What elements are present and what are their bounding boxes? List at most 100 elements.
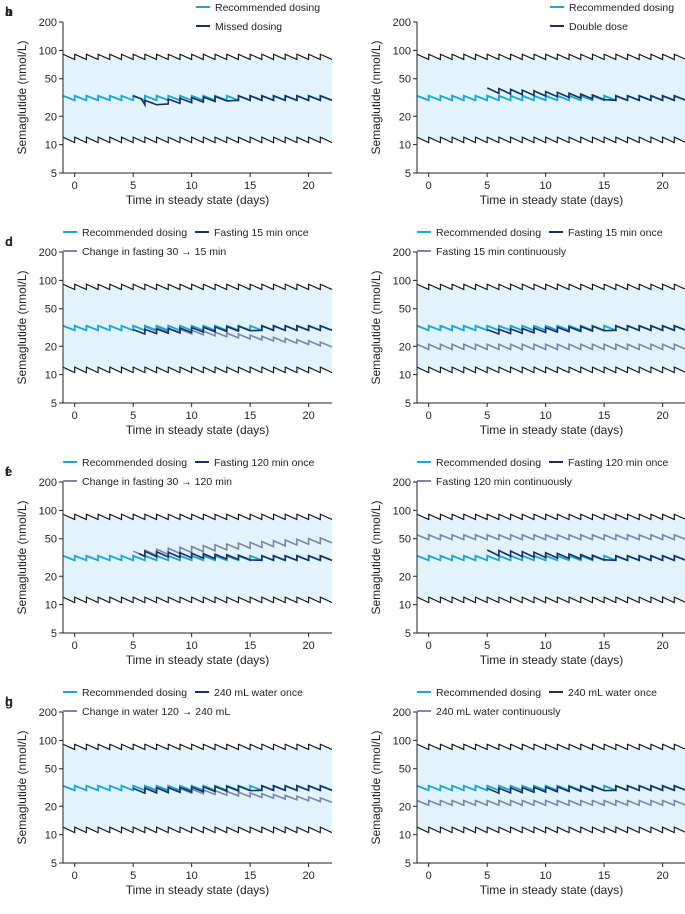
x-tick-label: 0 bbox=[426, 180, 432, 192]
lower-bound-line bbox=[417, 136, 685, 144]
legend-label: Fasting 15 min once bbox=[568, 227, 663, 239]
x-tick-label: 5 bbox=[130, 410, 136, 422]
y-tick-label: 100 bbox=[39, 275, 57, 287]
series-group bbox=[63, 743, 332, 834]
legend-label: Recommended dosing bbox=[436, 227, 541, 239]
x-tick-label: 15 bbox=[598, 410, 610, 422]
x-tick-label: 0 bbox=[72, 870, 78, 882]
y-tick-label: 200 bbox=[393, 247, 411, 259]
series-line-altDark bbox=[486, 549, 685, 562]
y-axis-title: Semaglutide (nmol/L) bbox=[369, 730, 383, 844]
y-tick-label: 5 bbox=[51, 858, 57, 870]
series-line-altDark bbox=[138, 550, 332, 562]
upper-bound-line bbox=[417, 53, 685, 61]
x-tick-label: 0 bbox=[72, 180, 78, 192]
x-axis-title: Time in steady state (days) bbox=[480, 423, 624, 437]
y-tick-label: 50 bbox=[399, 74, 411, 86]
legend-label: Recommended dosing bbox=[215, 2, 320, 14]
x-tick-label: 10 bbox=[186, 410, 198, 422]
legend: Recommended dosing Fasting 120 min once Ch… bbox=[63, 457, 315, 488]
y-tick-label: 10 bbox=[399, 600, 411, 612]
y-tick-label: 10 bbox=[399, 140, 411, 152]
legend-label: Recommended dosing bbox=[82, 457, 187, 469]
y-tick-label: 10 bbox=[45, 140, 57, 152]
legend: Recommended dosing Missed dosing bbox=[196, 2, 320, 33]
lower-bound-line bbox=[417, 826, 685, 834]
y-tick-label: 100 bbox=[393, 45, 411, 57]
y-axis-title: Semaglutide (nmol/L) bbox=[15, 500, 29, 614]
panel-letter: g bbox=[5, 694, 13, 709]
legend-label: Recommended dosing bbox=[82, 687, 187, 699]
legend-label: Change in fasting 30 → 15 min bbox=[82, 246, 226, 258]
y-tick-label: 200 bbox=[393, 477, 411, 489]
x-tick-label: 5 bbox=[484, 180, 490, 192]
y-tick-label: 50 bbox=[399, 304, 411, 316]
x-axis-title: Time in steady state (days) bbox=[126, 883, 270, 897]
series-line-altDark bbox=[132, 94, 332, 108]
y-tick-label: 200 bbox=[39, 247, 57, 259]
x-tick-label: 10 bbox=[186, 870, 198, 882]
y-tick-label: 20 bbox=[45, 801, 57, 813]
x-tick-label: 20 bbox=[302, 870, 314, 882]
x-tick-label: 15 bbox=[598, 870, 610, 882]
x-tick-label: 20 bbox=[656, 640, 668, 652]
y-tick-label: 100 bbox=[393, 505, 411, 517]
legend: Recommended dosing 240 mL water once Chang… bbox=[63, 687, 303, 718]
legend-label: Fasting 120 min once bbox=[214, 457, 315, 469]
lower-bound-line bbox=[63, 826, 332, 834]
panel-a: a 5 10 20 50 100 200 0 5 10 15 20 Time in steady sta… bbox=[5, 2, 332, 207]
x-tick-label: 15 bbox=[244, 180, 256, 192]
y-tick-label: 10 bbox=[399, 830, 411, 842]
x-tick-label: 15 bbox=[244, 410, 256, 422]
panel-letter: b bbox=[5, 4, 13, 19]
series-group bbox=[63, 53, 332, 144]
y-axis-title: Semaglutide (nmol/L) bbox=[369, 40, 383, 154]
series-line-altDark bbox=[486, 87, 685, 102]
upper-bound-line bbox=[417, 743, 685, 751]
panel-letter: c bbox=[5, 234, 12, 249]
series-group bbox=[417, 53, 685, 144]
x-tick-label: 20 bbox=[656, 870, 668, 882]
x-tick-label: 0 bbox=[72, 640, 78, 652]
upper-bound-line bbox=[63, 283, 332, 291]
series-line-altDark bbox=[486, 784, 685, 795]
x-tick-label: 20 bbox=[302, 180, 314, 192]
series-line-altLight bbox=[132, 536, 332, 558]
x-tick-label: 15 bbox=[244, 640, 256, 652]
y-tick-label: 20 bbox=[399, 341, 411, 353]
series-line-altLight bbox=[417, 799, 685, 807]
legend-label: Missed dosing bbox=[215, 21, 282, 33]
series-line-altDark bbox=[132, 784, 332, 795]
legend-label: Fasting 15 min once bbox=[214, 227, 309, 239]
y-tick-label: 100 bbox=[39, 735, 57, 747]
y-tick-label: 200 bbox=[393, 707, 411, 719]
panel-letter: f bbox=[5, 464, 10, 479]
y-tick-label: 100 bbox=[393, 735, 411, 747]
series-group bbox=[417, 283, 685, 374]
y-tick-label: 20 bbox=[45, 341, 57, 353]
x-axis-title: Time in steady state (days) bbox=[126, 653, 270, 667]
y-tick-label: 100 bbox=[393, 275, 411, 287]
y-tick-label: 20 bbox=[399, 801, 411, 813]
y-tick-label: 100 bbox=[39, 45, 57, 57]
y-tick-label: 200 bbox=[39, 17, 57, 29]
lower-bound-line bbox=[417, 596, 685, 604]
series-group bbox=[63, 513, 332, 604]
panel-c: c 5 10 20 50 100 200 0 5 10 15 20 Time in steady sta… bbox=[5, 227, 332, 437]
lower-bound-line bbox=[417, 366, 685, 374]
x-tick-label: 15 bbox=[244, 870, 256, 882]
lower-bound-line bbox=[63, 596, 332, 604]
upper-bound-line bbox=[417, 513, 685, 521]
series-group bbox=[417, 743, 685, 834]
x-axis-title: Time in steady state (days) bbox=[480, 883, 624, 897]
x-tick-label: 20 bbox=[302, 640, 314, 652]
y-axis-title: Semaglutide (nmol/L) bbox=[15, 730, 29, 844]
y-tick-label: 5 bbox=[51, 398, 57, 410]
legend-label: 240 mL water once bbox=[214, 687, 303, 699]
x-tick-label: 0 bbox=[426, 410, 432, 422]
x-tick-label: 20 bbox=[656, 410, 668, 422]
x-tick-label: 0 bbox=[426, 870, 432, 882]
